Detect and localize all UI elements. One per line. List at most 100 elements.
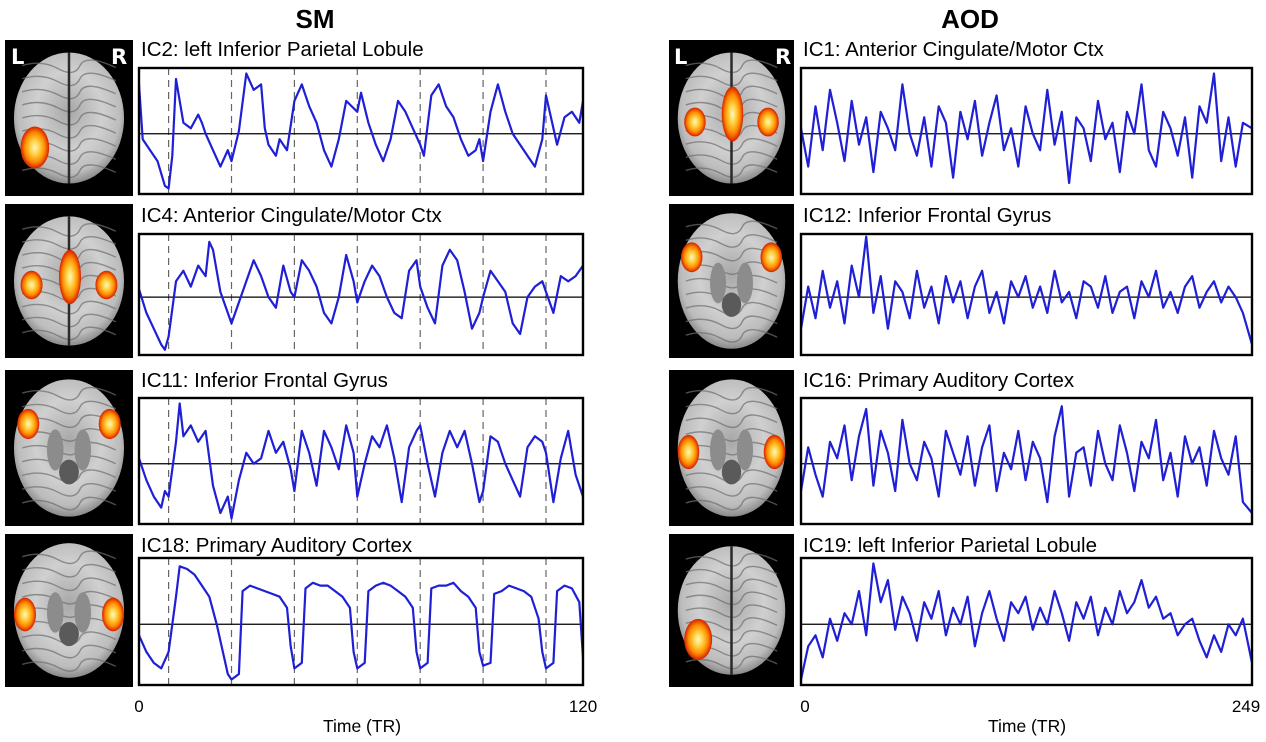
brain-gyrus xyxy=(685,329,778,343)
brain-gyrus xyxy=(685,59,778,74)
timecourse-line xyxy=(799,72,1253,185)
left-hemisphere-label: L xyxy=(674,45,687,69)
brain-gyrus xyxy=(685,274,778,289)
brain-image xyxy=(5,204,133,358)
brain-image xyxy=(5,40,133,196)
brain-gyrus xyxy=(685,164,778,178)
brain-gyrus xyxy=(685,565,778,580)
brain-gyrus xyxy=(22,441,117,456)
timecourse-line xyxy=(799,562,1254,680)
brain-outline xyxy=(677,379,786,517)
brain-structure xyxy=(736,429,753,471)
timecourse-line xyxy=(799,235,1254,345)
brain-gyrus xyxy=(22,313,117,328)
brain-gyrus xyxy=(22,98,117,113)
brain-gyrus xyxy=(22,164,117,178)
column-title-aod: AOD xyxy=(941,4,999,34)
right-hemisphere-label: R xyxy=(775,45,791,69)
brain-image xyxy=(669,534,794,687)
activation-blob xyxy=(20,270,43,300)
x-tick-label-max: 249 xyxy=(1232,697,1260,716)
brain-gyrus xyxy=(22,590,117,605)
timecourse-line xyxy=(137,240,584,351)
panel-title: IC2: left Inferior Parietal Lobule xyxy=(141,38,424,61)
brain-gyrus xyxy=(22,386,117,401)
plot-frame xyxy=(799,556,1254,687)
x-axis-label: Time (TR) xyxy=(988,716,1066,736)
plot-frame xyxy=(137,66,585,196)
brain-gyrus xyxy=(685,496,778,511)
chart-panel: IC2: left Inferior Parietal Lobule xyxy=(5,38,585,196)
brain-image xyxy=(669,370,794,526)
brain-gyrus xyxy=(685,247,778,262)
right-hemisphere-label: R xyxy=(111,45,127,69)
brain-gyrus xyxy=(685,604,778,618)
brain-gyrus xyxy=(22,300,117,315)
timecourse-line xyxy=(137,72,585,190)
brain-gyrus xyxy=(22,72,117,87)
timecourse-line xyxy=(137,565,585,681)
brain-gyrus xyxy=(22,414,117,429)
timecourse-line xyxy=(137,402,585,520)
brain-gyrus xyxy=(685,138,778,152)
chart-panel: IC12: Inferior Frontal Gyrus xyxy=(669,204,1254,358)
brain-gyrus xyxy=(22,604,117,618)
plot-frame xyxy=(799,232,1254,357)
plot-frame xyxy=(137,556,585,687)
brain-gyrus xyxy=(685,220,778,235)
brain-image xyxy=(669,204,794,358)
brain-gyrus xyxy=(685,441,778,456)
brain-gyrus xyxy=(685,655,778,670)
panel-title: IC4: Anterior Cingulate/Motor Ctx xyxy=(141,204,443,227)
chart-panel: IC18: Primary Auditory Cortex xyxy=(5,534,585,687)
panel-title: IC16: Primary Auditory Cortex xyxy=(803,369,1075,392)
brain-structure xyxy=(59,621,79,647)
plot-frame xyxy=(137,232,585,357)
brain-outline xyxy=(677,213,786,349)
activation-blob xyxy=(13,597,36,632)
activation-blob xyxy=(102,597,125,632)
plot-frame xyxy=(137,396,585,526)
activation-blob xyxy=(95,270,118,300)
brain-gyrus xyxy=(685,414,778,429)
activation-blob xyxy=(684,618,713,660)
brain-structure xyxy=(74,429,92,471)
brain-gyrus xyxy=(22,577,117,592)
activation-blob xyxy=(98,408,121,440)
activation-blob xyxy=(17,408,40,440)
x-tick-label-min: 0 xyxy=(134,697,143,716)
brain-gyrus xyxy=(685,591,778,606)
brain-gyrus xyxy=(22,223,117,237)
brain-gyrus xyxy=(22,111,117,126)
brain-outline xyxy=(13,543,125,678)
activation-blob xyxy=(721,86,744,142)
brain-gyrus xyxy=(685,72,778,87)
brain-gyrus xyxy=(685,400,778,415)
left-hemisphere-label: L xyxy=(11,45,24,69)
brain-gyrus xyxy=(685,151,778,165)
panel-title: IC11: Inferior Frontal Gyrus xyxy=(141,369,388,392)
chart-panel: IC16: Primary Auditory Cortex xyxy=(669,369,1254,526)
brain-image xyxy=(5,370,133,526)
brain-gyrus xyxy=(22,550,117,565)
x-tick-label-min: 0 xyxy=(800,697,809,716)
brain-gyrus xyxy=(22,85,117,100)
brain-gyrus xyxy=(22,59,117,74)
activation-blob xyxy=(763,434,786,470)
panel-title: IC18: Primary Auditory Cortex xyxy=(141,534,413,557)
brain-gyrus xyxy=(22,400,117,415)
plot-frame xyxy=(799,66,1254,196)
brain-image xyxy=(669,40,794,196)
brain-gyrus xyxy=(685,482,778,497)
brain-structure xyxy=(736,262,753,304)
brain-gyrus xyxy=(22,496,117,511)
column-title-sm: SM xyxy=(296,4,335,34)
brain-gyrus xyxy=(22,428,117,442)
brain-gyrus xyxy=(685,578,778,593)
brain-gyrus xyxy=(22,644,117,659)
activation-blob xyxy=(757,107,779,137)
brain-gyrus xyxy=(22,326,117,341)
brain-structure xyxy=(59,459,79,485)
x-tick-label-max: 120 xyxy=(569,697,597,716)
